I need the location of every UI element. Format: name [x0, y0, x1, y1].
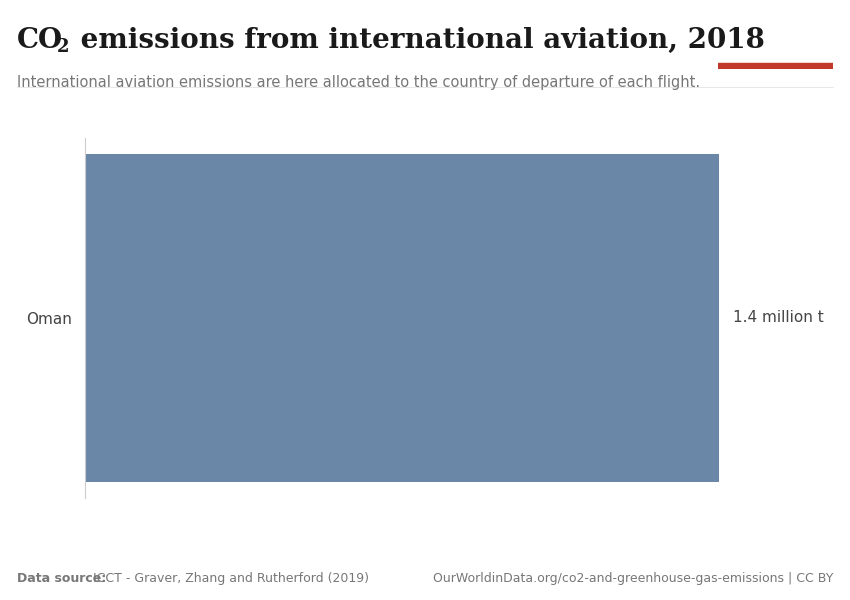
Text: emissions from international aviation, 2018: emissions from international aviation, 2… — [71, 27, 764, 54]
Text: Data source:: Data source: — [17, 572, 106, 585]
Text: 1.4 million t: 1.4 million t — [733, 311, 824, 325]
Bar — [718, 63, 833, 69]
Text: CO: CO — [17, 27, 63, 54]
Text: ICCT - Graver, Zhang and Rutherford (2019): ICCT - Graver, Zhang and Rutherford (201… — [89, 572, 369, 585]
Text: International aviation emissions are here allocated to the country of departure : International aviation emissions are her… — [17, 75, 700, 90]
Text: 2: 2 — [56, 38, 69, 56]
Text: in Data: in Data — [753, 43, 798, 52]
Text: OurWorldinData.org/co2-and-greenhouse-gas-emissions | CC BY: OurWorldinData.org/co2-and-greenhouse-ga… — [433, 572, 833, 585]
Text: Our World: Our World — [744, 23, 808, 33]
